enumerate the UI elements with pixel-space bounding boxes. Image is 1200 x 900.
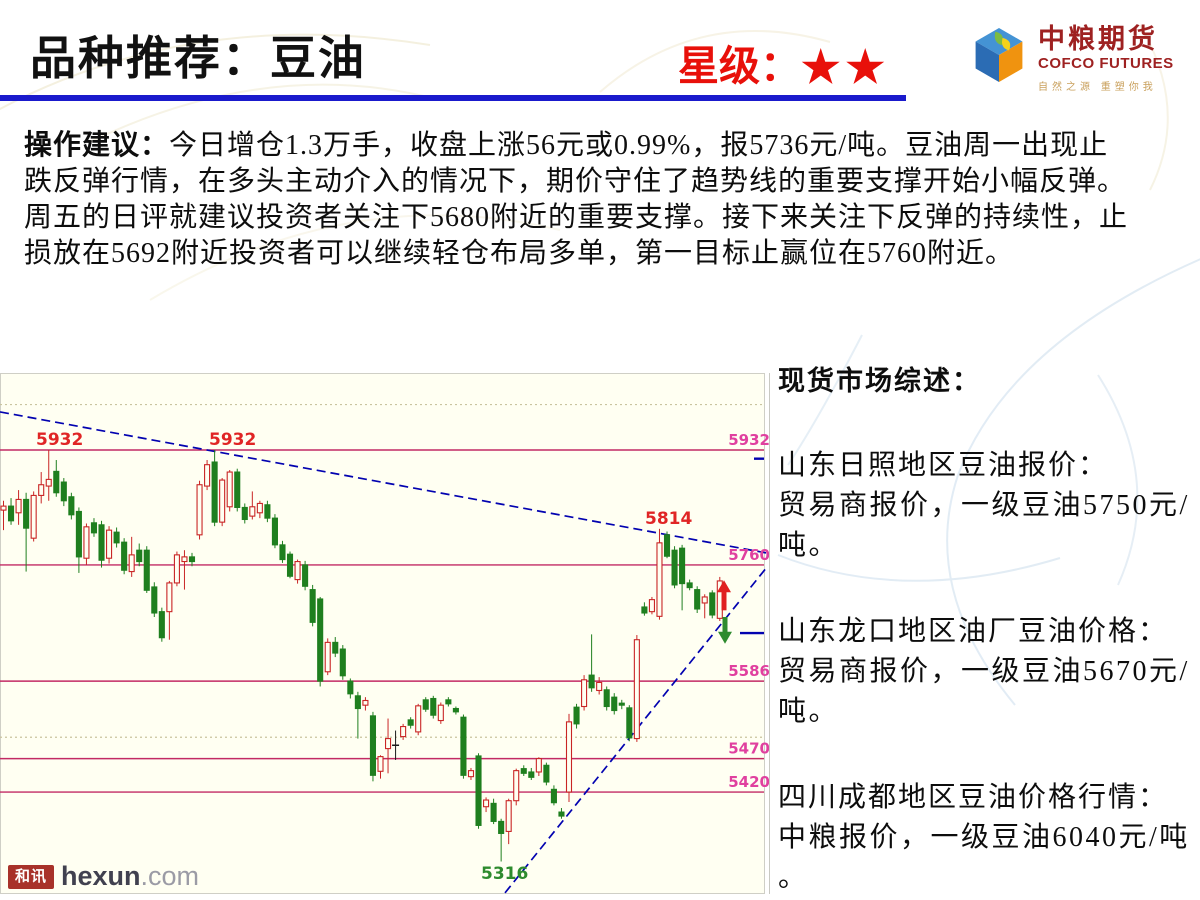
spot-market-panel: 现货市场综述： 山东日照地区豆油报价： 贸易商报价，一级豆油5750元/ 吨。 … (778, 362, 1198, 898)
page-title: 品种推荐：豆油 (30, 33, 366, 84)
advisory-line: 周五的日评就建议投资者关注下5680附近的重要支撑。接下来关注下反弹的持续性，止 (24, 202, 1129, 233)
hexun-badge: 和讯 (8, 864, 55, 889)
spot-quote-line: 中粮报价，一级豆油6040元/吨 (778, 822, 1190, 853)
cofco-slogan: 自然之源 重塑你我 (1038, 82, 1157, 93)
advisory-line: 损放在5692附近投资者可以继续轻仓布局多单，第一目标止赢位在5760附近。 (24, 238, 1015, 269)
svg-text:5470: 5470 (728, 740, 770, 758)
hexun-logo: 和讯 hexun.com (8, 863, 199, 890)
advisory-text: 今日增仓1.3万手，收盘上涨56元或0.99%，报5736元/吨。豆油周一出现止 (169, 130, 1109, 161)
spot-panel-title: 现货市场综述： (778, 366, 981, 396)
star-rating: 星级：★★ (678, 32, 890, 93)
spot-quote-line: 吨。 (778, 530, 840, 561)
cofco-logo: 中粮期货 COFCO FUTURES 自然之源 重塑你我 (972, 24, 1174, 93)
spot-quote-line: 吨。 (778, 696, 840, 727)
advisory-line: 操作建议：今日增仓1.3万手，收盘上涨56元或0.99%，报5736元/吨。豆油… (24, 128, 1184, 164)
spot-group-chengdu: 四川成都地区豆油价格行情： 中粮报价，一级豆油6040元/吨 。 (778, 778, 1198, 898)
spot-group-title: 山东龙口地区油厂豆油价格： (778, 616, 1169, 647)
svg-text:5814: 5814 (645, 509, 692, 529)
svg-text:5760: 5760 (728, 546, 770, 564)
advisory-label: 操作建议： (24, 130, 170, 161)
candlestick-chart: 5932 5932 5814 5316 5932 5760 5586 5470 5420 (0, 373, 775, 894)
spot-quote-line: 贸易商报价，一级豆油5750元/ (778, 490, 1190, 521)
cofco-logo-text: 中粮期货 COFCO FUTURES 自然之源 重塑你我 (1038, 24, 1174, 93)
hexun-wordmark: hexun.com (61, 863, 199, 890)
star-icons: ★★ (801, 43, 890, 92)
svg-text:5932: 5932 (36, 430, 83, 450)
advisory-paragraph: 操作建议：今日增仓1.3万手，收盘上涨56元或0.99%，报5736元/吨。豆油… (24, 128, 1184, 272)
svg-text:5586: 5586 (728, 662, 770, 680)
spot-group-title: 山东日照地区豆油报价： (778, 450, 1109, 481)
spot-quote-line: 。 (778, 862, 809, 893)
svg-text:5420: 5420 (728, 773, 770, 791)
panel-divider (769, 373, 770, 894)
kline-svg: 5932 5932 5814 5316 5932 5760 5586 5470 5420 (0, 373, 770, 894)
star-rating-label: 星级： (678, 43, 801, 89)
spot-group-rizhao: 山东日照地区豆油报价： 贸易商报价，一级豆油5750元/ 吨。 (778, 446, 1198, 566)
hexun-brand: hexun (61, 861, 141, 891)
cofco-cube-icon (975, 28, 1023, 82)
hexun-domain: .com (140, 861, 200, 891)
spot-quote-line: 贸易商报价，一级豆油5670元/ (778, 656, 1190, 687)
advisory-line: 跌反弹行情，在多头主动介入的情况下，期价守住了趋势线的重要支撑开始小幅反弹。 (24, 166, 1127, 197)
cofco-name-cn: 中粮期货 (1038, 24, 1158, 54)
spot-group-longkou: 山东龙口地区油厂豆油价格： 贸易商报价，一级豆油5670元/ 吨。 (778, 612, 1198, 732)
svg-text:5316: 5316 (481, 864, 528, 884)
header-divider (0, 95, 906, 101)
spot-group-title: 四川成都地区豆油价格行情： (778, 782, 1169, 813)
svg-text:5932: 5932 (728, 431, 770, 449)
svg-text:5932: 5932 (209, 430, 256, 450)
cofco-name-en: COFCO FUTURES (1038, 55, 1174, 72)
